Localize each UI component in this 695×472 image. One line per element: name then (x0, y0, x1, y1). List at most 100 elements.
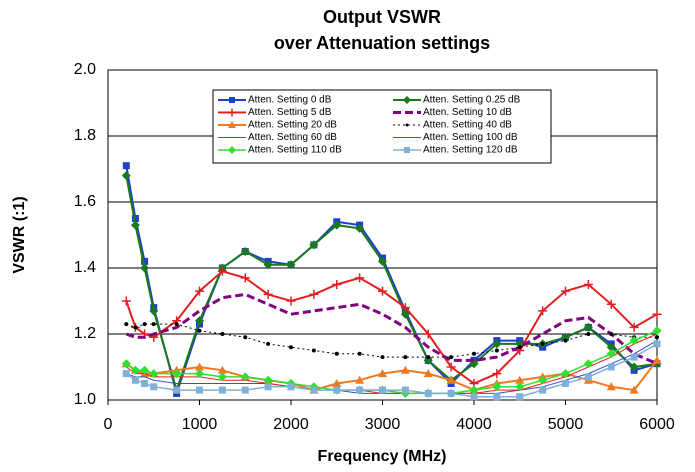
marker (447, 389, 455, 397)
marker (130, 365, 140, 375)
marker (195, 286, 204, 296)
marker (424, 389, 432, 397)
marker (378, 256, 387, 266)
legend-label: Atten. Setting 40 dB (423, 120, 512, 131)
marker (287, 383, 295, 391)
marker (309, 289, 319, 299)
marker (240, 247, 250, 256)
y-tick-label: 1.2 (74, 325, 96, 342)
marker (538, 306, 548, 316)
chart-title: Output VSWR (323, 7, 441, 27)
marker (240, 372, 250, 382)
plot-border (107, 69, 658, 401)
marker (400, 365, 410, 374)
marker (606, 342, 616, 352)
x-tick-label: 4000 (456, 416, 492, 433)
series-line (126, 340, 658, 394)
marker (404, 147, 410, 153)
marker (195, 369, 204, 379)
marker (469, 385, 479, 395)
legend-label: Atten. Setting 100 dB (423, 132, 518, 143)
legend-label: Atten. Setting 0 dB (248, 95, 332, 106)
marker (449, 355, 454, 360)
x-tick-label: 5000 (548, 416, 584, 433)
marker (493, 393, 501, 401)
marker (630, 353, 638, 361)
marker (515, 375, 525, 384)
marker (174, 322, 179, 327)
marker (583, 322, 593, 332)
marker (228, 121, 236, 128)
y-tick-label: 1.0 (74, 391, 96, 408)
marker (195, 316, 204, 326)
marker (355, 375, 365, 384)
marker (355, 273, 365, 283)
marker (446, 362, 456, 372)
marker (400, 303, 410, 313)
marker (423, 329, 433, 339)
chart-subtitle: over Attenuation settings (274, 33, 490, 53)
y-tick-label: 1.4 (74, 259, 96, 276)
marker (332, 220, 342, 230)
marker (517, 345, 522, 350)
marker (655, 335, 659, 340)
marker (240, 273, 250, 283)
marker (131, 376, 139, 384)
marker (332, 379, 342, 387)
x-tick-label: 3000 (365, 416, 401, 433)
marker (286, 296, 296, 306)
marker (228, 146, 236, 154)
series-line (126, 333, 658, 394)
marker (540, 341, 545, 346)
marker (130, 220, 140, 230)
marker (380, 355, 385, 360)
marker (121, 296, 131, 306)
y-tick-label: 1.6 (74, 193, 96, 210)
marker (492, 382, 502, 392)
marker (378, 286, 387, 296)
marker (563, 338, 568, 343)
y-axis-title: VSWR (:1) (11, 196, 28, 273)
x-axis-title: Frequency (MHz) (318, 448, 447, 465)
marker (492, 369, 502, 379)
series-line (125, 343, 658, 398)
marker (122, 162, 130, 170)
series-line (125, 270, 658, 385)
marker (217, 266, 227, 276)
marker (403, 355, 408, 360)
marker (122, 370, 130, 378)
marker (124, 322, 129, 327)
marker (607, 363, 615, 371)
marker (197, 328, 202, 333)
marker (561, 286, 570, 296)
marker (228, 108, 236, 117)
marker (121, 171, 131, 181)
marker (652, 326, 662, 336)
marker (583, 280, 593, 289)
marker (218, 386, 226, 394)
marker (149, 306, 159, 316)
legend-label: Atten. Setting 60 dB (248, 132, 337, 143)
marker (538, 375, 548, 385)
marker (583, 359, 593, 369)
marker (515, 382, 525, 392)
x-tick-label: 1000 (182, 416, 218, 433)
marker (426, 355, 431, 360)
marker (309, 240, 319, 250)
marker (355, 223, 365, 233)
marker (652, 355, 662, 364)
marker (195, 362, 204, 371)
x-tick-label: 0 (104, 416, 113, 433)
marker (133, 325, 138, 330)
marker (131, 215, 139, 222)
marker (562, 380, 569, 387)
marker (606, 382, 616, 391)
x-tick-label: 6000 (639, 416, 675, 433)
legend-label: Atten. Setting 5 dB (248, 107, 332, 118)
marker (286, 260, 296, 270)
marker (149, 369, 159, 379)
marker (379, 386, 386, 394)
legend-label: Atten. Setting 110 dB (248, 145, 342, 156)
marker (401, 386, 409, 394)
